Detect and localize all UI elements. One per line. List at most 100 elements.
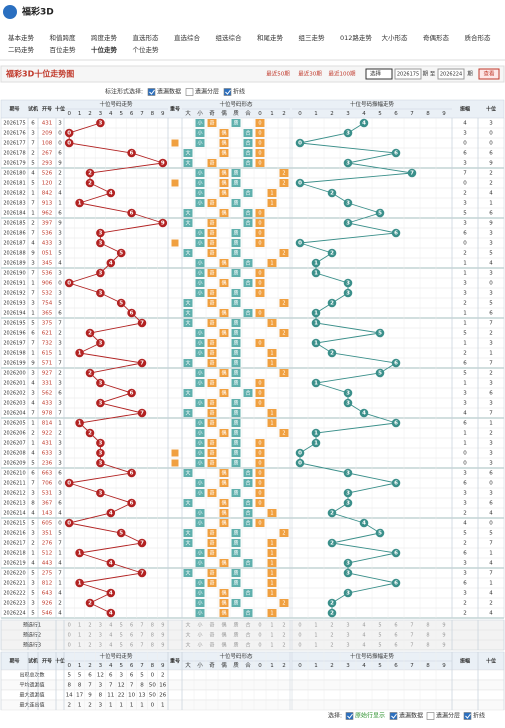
to-input[interactable] [437,68,465,80]
preselect-form[interactable]: 合 [245,632,250,639]
checkbox[interactable] [389,712,398,720]
preselect-form[interactable]: 质 [233,622,238,629]
preselect-form[interactable]: 1 [270,633,273,639]
preselect-form[interactable]: 小 [197,632,202,639]
preselect-digit[interactable]: 5 [120,633,123,639]
nav-link[interactable]: 基本走势 [8,33,35,42]
preselect-digit[interactable]: 0 [68,623,71,629]
preselect-digit[interactable]: 2 [88,633,91,639]
preselect-digit[interactable]: 8 [426,633,429,639]
preselect-digit[interactable]: 5 [378,633,381,639]
preselect-digit[interactable]: 3 [99,643,102,649]
preselect-digit[interactable]: 4 [362,623,365,629]
preselect-digit[interactable]: 5 [120,623,123,629]
preselect-digit[interactable]: 3 [346,643,349,649]
preselect-form[interactable]: 质 [233,632,238,639]
preselect-form[interactable]: 0 [258,623,261,629]
nav-link[interactable]: 直选形态 [133,33,160,42]
preselect-digit[interactable]: 3 [99,623,102,629]
nav-link[interactable]: 组三走势 [299,33,326,42]
view-button[interactable] [478,68,500,80]
preselect-form[interactable]: 合 [245,642,250,649]
preselect-digit[interactable]: 7 [410,633,413,639]
preselect-digit[interactable]: 6 [130,623,133,629]
preselect-digit[interactable]: 6 [394,623,397,629]
nav-link[interactable]: 直选综合 [174,33,201,42]
preselect-digit[interactable]: 2 [88,623,91,629]
preselect-digit[interactable]: 2 [330,643,333,649]
select-box[interactable] [365,68,393,80]
preselect-form[interactable]: 质 [233,642,238,649]
preselect-digit[interactable]: 6 [130,643,133,649]
preselect-form[interactable]: 奇 [209,632,214,639]
checkbox[interactable] [463,712,472,720]
preselect-digit[interactable]: 0 [298,623,301,629]
nav-link[interactable]: 组选综合 [216,33,243,42]
preselect-form[interactable]: 偶 [221,632,226,639]
nav-link[interactable]: 和尾走势 [257,33,284,42]
preselect-digit[interactable]: 5 [120,643,123,649]
preselect-digit[interactable]: 1 [314,643,317,649]
preselect-digit[interactable]: 4 [109,633,112,639]
preselect-digit[interactable]: 6 [130,633,133,639]
preselect-digit[interactable]: 1 [314,623,317,629]
nav-link[interactable]: 跨度走势 [91,33,118,42]
preselect-digit[interactable]: 3 [346,623,349,629]
preselect-digit[interactable]: 9 [161,623,164,629]
preselect-digit[interactable]: 8 [151,623,154,629]
preselect-form[interactable]: 奇 [209,622,214,629]
preselect-digit[interactable]: 2 [330,623,333,629]
preselect-form[interactable]: 大 [185,632,190,639]
preselect-digit[interactable]: 5 [378,623,381,629]
preselect-digit[interactable]: 5 [378,643,381,649]
preselect-digit[interactable]: 9 [442,643,445,649]
preselect-digit[interactable]: 1 [78,633,81,639]
preselect-digit[interactable]: 3 [346,633,349,639]
checkbox[interactable] [147,88,156,96]
nav-link[interactable]: 012路走势 [340,33,372,42]
preselect-digit[interactable]: 4 [109,643,112,649]
preselect-digit[interactable]: 1 [78,623,81,629]
preselect-digit[interactable]: 0 [68,643,71,649]
checkbox[interactable] [185,88,194,96]
preselect-form[interactable]: 合 [245,622,250,629]
preselect-digit[interactable]: 0 [298,643,301,649]
preselect-digit[interactable]: 9 [161,643,164,649]
preselect-digit[interactable]: 4 [362,643,365,649]
preselect-digit[interactable]: 7 [140,643,143,649]
nav-link[interactable]: 和值跨度 [50,33,77,42]
preselect-form[interactable]: 小 [197,622,202,629]
preselect-digit[interactable]: 8 [426,643,429,649]
preselect-digit[interactable]: 9 [161,633,164,639]
nav-link[interactable]: 奇偶形态 [423,33,450,42]
preselect-form[interactable]: 大 [185,642,190,649]
nav-link[interactable]: 十位走势 [91,45,118,54]
preselect-digit[interactable]: 1 [314,633,317,639]
preselect-digit[interactable]: 8 [151,643,154,649]
preselect-digit[interactable]: 6 [394,633,397,639]
preselect-digit[interactable]: 7 [410,643,413,649]
preselect-digit[interactable]: 2 [330,633,333,639]
checkbox[interactable] [345,712,354,720]
nav-link[interactable]: 个位走势 [133,45,160,54]
preselect-digit[interactable]: 0 [68,633,71,639]
nav-link[interactable]: 百位走势 [50,45,77,54]
preselect-form[interactable]: 大 [185,622,190,629]
preselect-form[interactable]: 0 [258,643,261,649]
quick-link[interactable]: 最近100期 [329,70,356,78]
preselect-form[interactable]: 2 [282,633,285,639]
preselect-form[interactable]: 0 [258,633,261,639]
preselect-digit[interactable]: 1 [78,643,81,649]
nav-link[interactable]: 大小形态 [382,33,409,42]
preselect-digit[interactable]: 6 [394,643,397,649]
preselect-form[interactable]: 奇 [209,642,214,649]
preselect-digit[interactable]: 7 [140,633,143,639]
preselect-form[interactable]: 小 [197,642,202,649]
preselect-digit[interactable]: 0 [298,633,301,639]
preselect-form[interactable]: 1 [270,623,273,629]
preselect-form[interactable]: 1 [270,643,273,649]
preselect-digit[interactable]: 2 [88,643,91,649]
preselect-digit[interactable]: 9 [442,633,445,639]
preselect-digit[interactable]: 3 [99,633,102,639]
preselect-digit[interactable]: 8 [426,623,429,629]
